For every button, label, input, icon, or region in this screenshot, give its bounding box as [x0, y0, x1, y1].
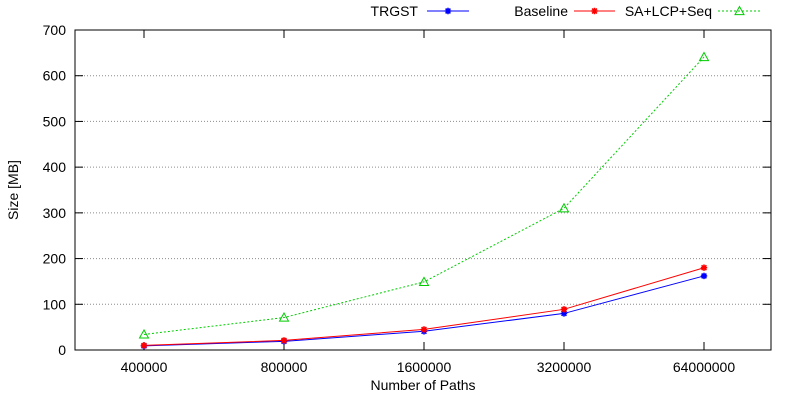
legend-marker: [591, 7, 598, 15]
plot-area: [75, 30, 771, 350]
data-point: [560, 306, 568, 313]
x-axis-label: Number of Paths: [370, 377, 475, 393]
series-baseline: [140, 264, 708, 349]
data-point: [558, 202, 570, 213]
y-tick-label: 100: [43, 296, 67, 312]
grid-lines: [75, 75, 771, 305]
data-point: [278, 312, 290, 322]
data-point: [698, 51, 710, 62]
data-point: [700, 264, 708, 271]
x-tick-label: 1600000: [397, 359, 452, 375]
series-line: [143, 56, 705, 335]
x-tick-label: 800000: [261, 359, 308, 375]
x-tick-label: 3200000: [537, 359, 592, 375]
y-tick-label: 300: [43, 205, 67, 221]
y-tick-label: 400: [43, 159, 67, 175]
legend-item: SA+LCP+Seq: [625, 3, 761, 19]
data-point: [560, 310, 568, 317]
y-tick-label: 600: [43, 68, 67, 84]
data-series: [138, 51, 710, 350]
data-point: [418, 276, 430, 286]
y-tick-label: 0: [58, 342, 66, 358]
y-axis-label: Size [MB]: [5, 160, 21, 220]
y-axis-ticks: 0 100 200 300 400 500 600 700: [43, 22, 771, 358]
data-point: [700, 272, 708, 280]
legend-item: Baseline: [514, 3, 615, 19]
x-axis-ticks: 400000 800000 1600000 3200000 64000000: [121, 30, 736, 375]
x-tick-label: 400000: [121, 359, 168, 375]
y-tick-label: 200: [43, 251, 67, 267]
legend-label: Baseline: [514, 3, 568, 19]
data-point: [420, 326, 428, 333]
x-tick-label: 64000000: [673, 359, 736, 375]
legend: TRGST Baseline SA+LCP+Seq: [371, 3, 761, 19]
y-tick-label: 500: [43, 113, 67, 129]
data-point: [280, 337, 288, 344]
legend-marker: [734, 5, 745, 16]
y-tick-label: 700: [43, 22, 67, 38]
data-point: [140, 342, 148, 349]
legend-label: TRGST: [371, 3, 419, 19]
series-sa-lcp-seq: [138, 51, 710, 339]
legend-label: SA+LCP+Seq: [625, 3, 712, 19]
legend-marker: [444, 7, 452, 15]
legend-item: TRGST: [371, 3, 469, 19]
data-point: [138, 328, 150, 339]
plot-frame: [74, 29, 772, 351]
